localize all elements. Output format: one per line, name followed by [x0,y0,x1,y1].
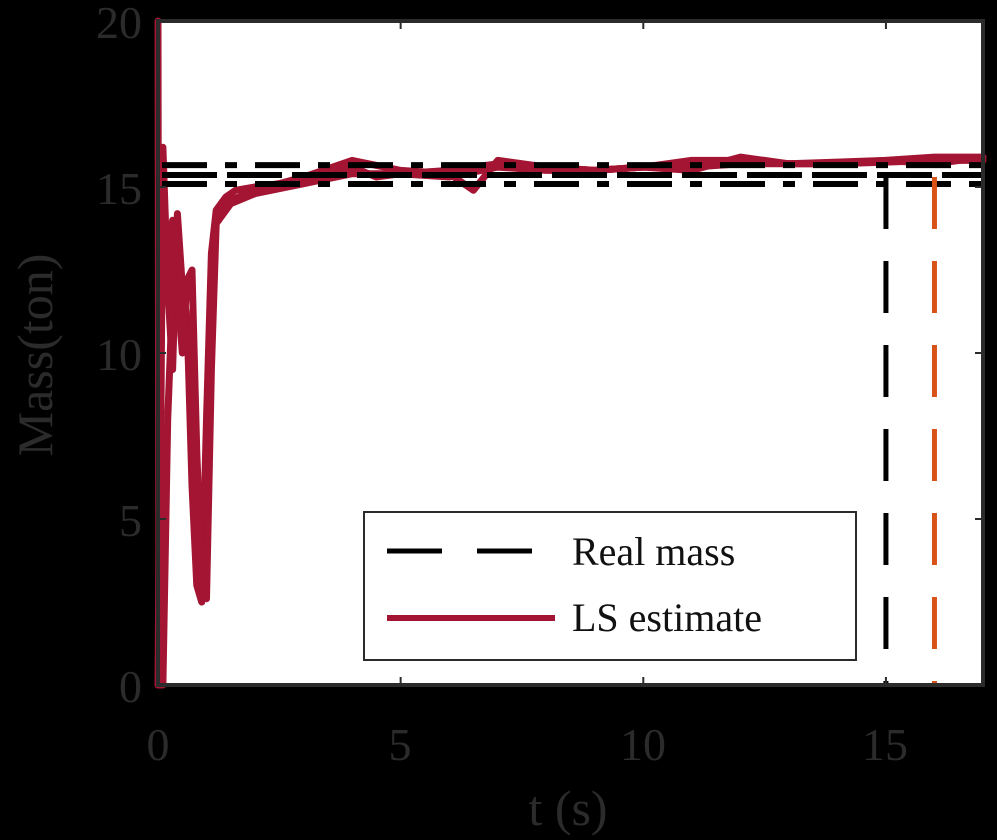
legend: Real mass LS estimate [363,511,857,661]
x-tick-label: 15 [862,719,908,770]
x-tick-label: 0 [147,719,170,770]
ls-estimate-line [154,153,987,689]
y-tick-label: 0 [119,661,142,712]
vertical-markers [883,177,937,685]
real-mass-reference-lines [162,162,981,188]
axis-ticks [157,20,983,686]
legend-box [363,511,857,661]
x-tick-label: 5 [389,719,412,770]
legend-label-real-mass: Real mass [572,529,735,574]
y-axis-label: Mass(ton) [7,254,63,457]
y-tick-label: 10 [96,329,142,380]
x-axis-label: t (s) [528,780,607,836]
y-tick-label: 20 [96,0,142,48]
x-tick-labels: 0 5 10 15 [147,719,909,770]
legend-label-ls-estimate: LS estimate [572,595,762,640]
x-tick-label: 10 [620,719,666,770]
y-tick-labels: 0 5 10 15 20 [96,0,142,712]
y-tick-label: 15 [96,163,142,214]
y-tick-label: 5 [119,495,142,546]
